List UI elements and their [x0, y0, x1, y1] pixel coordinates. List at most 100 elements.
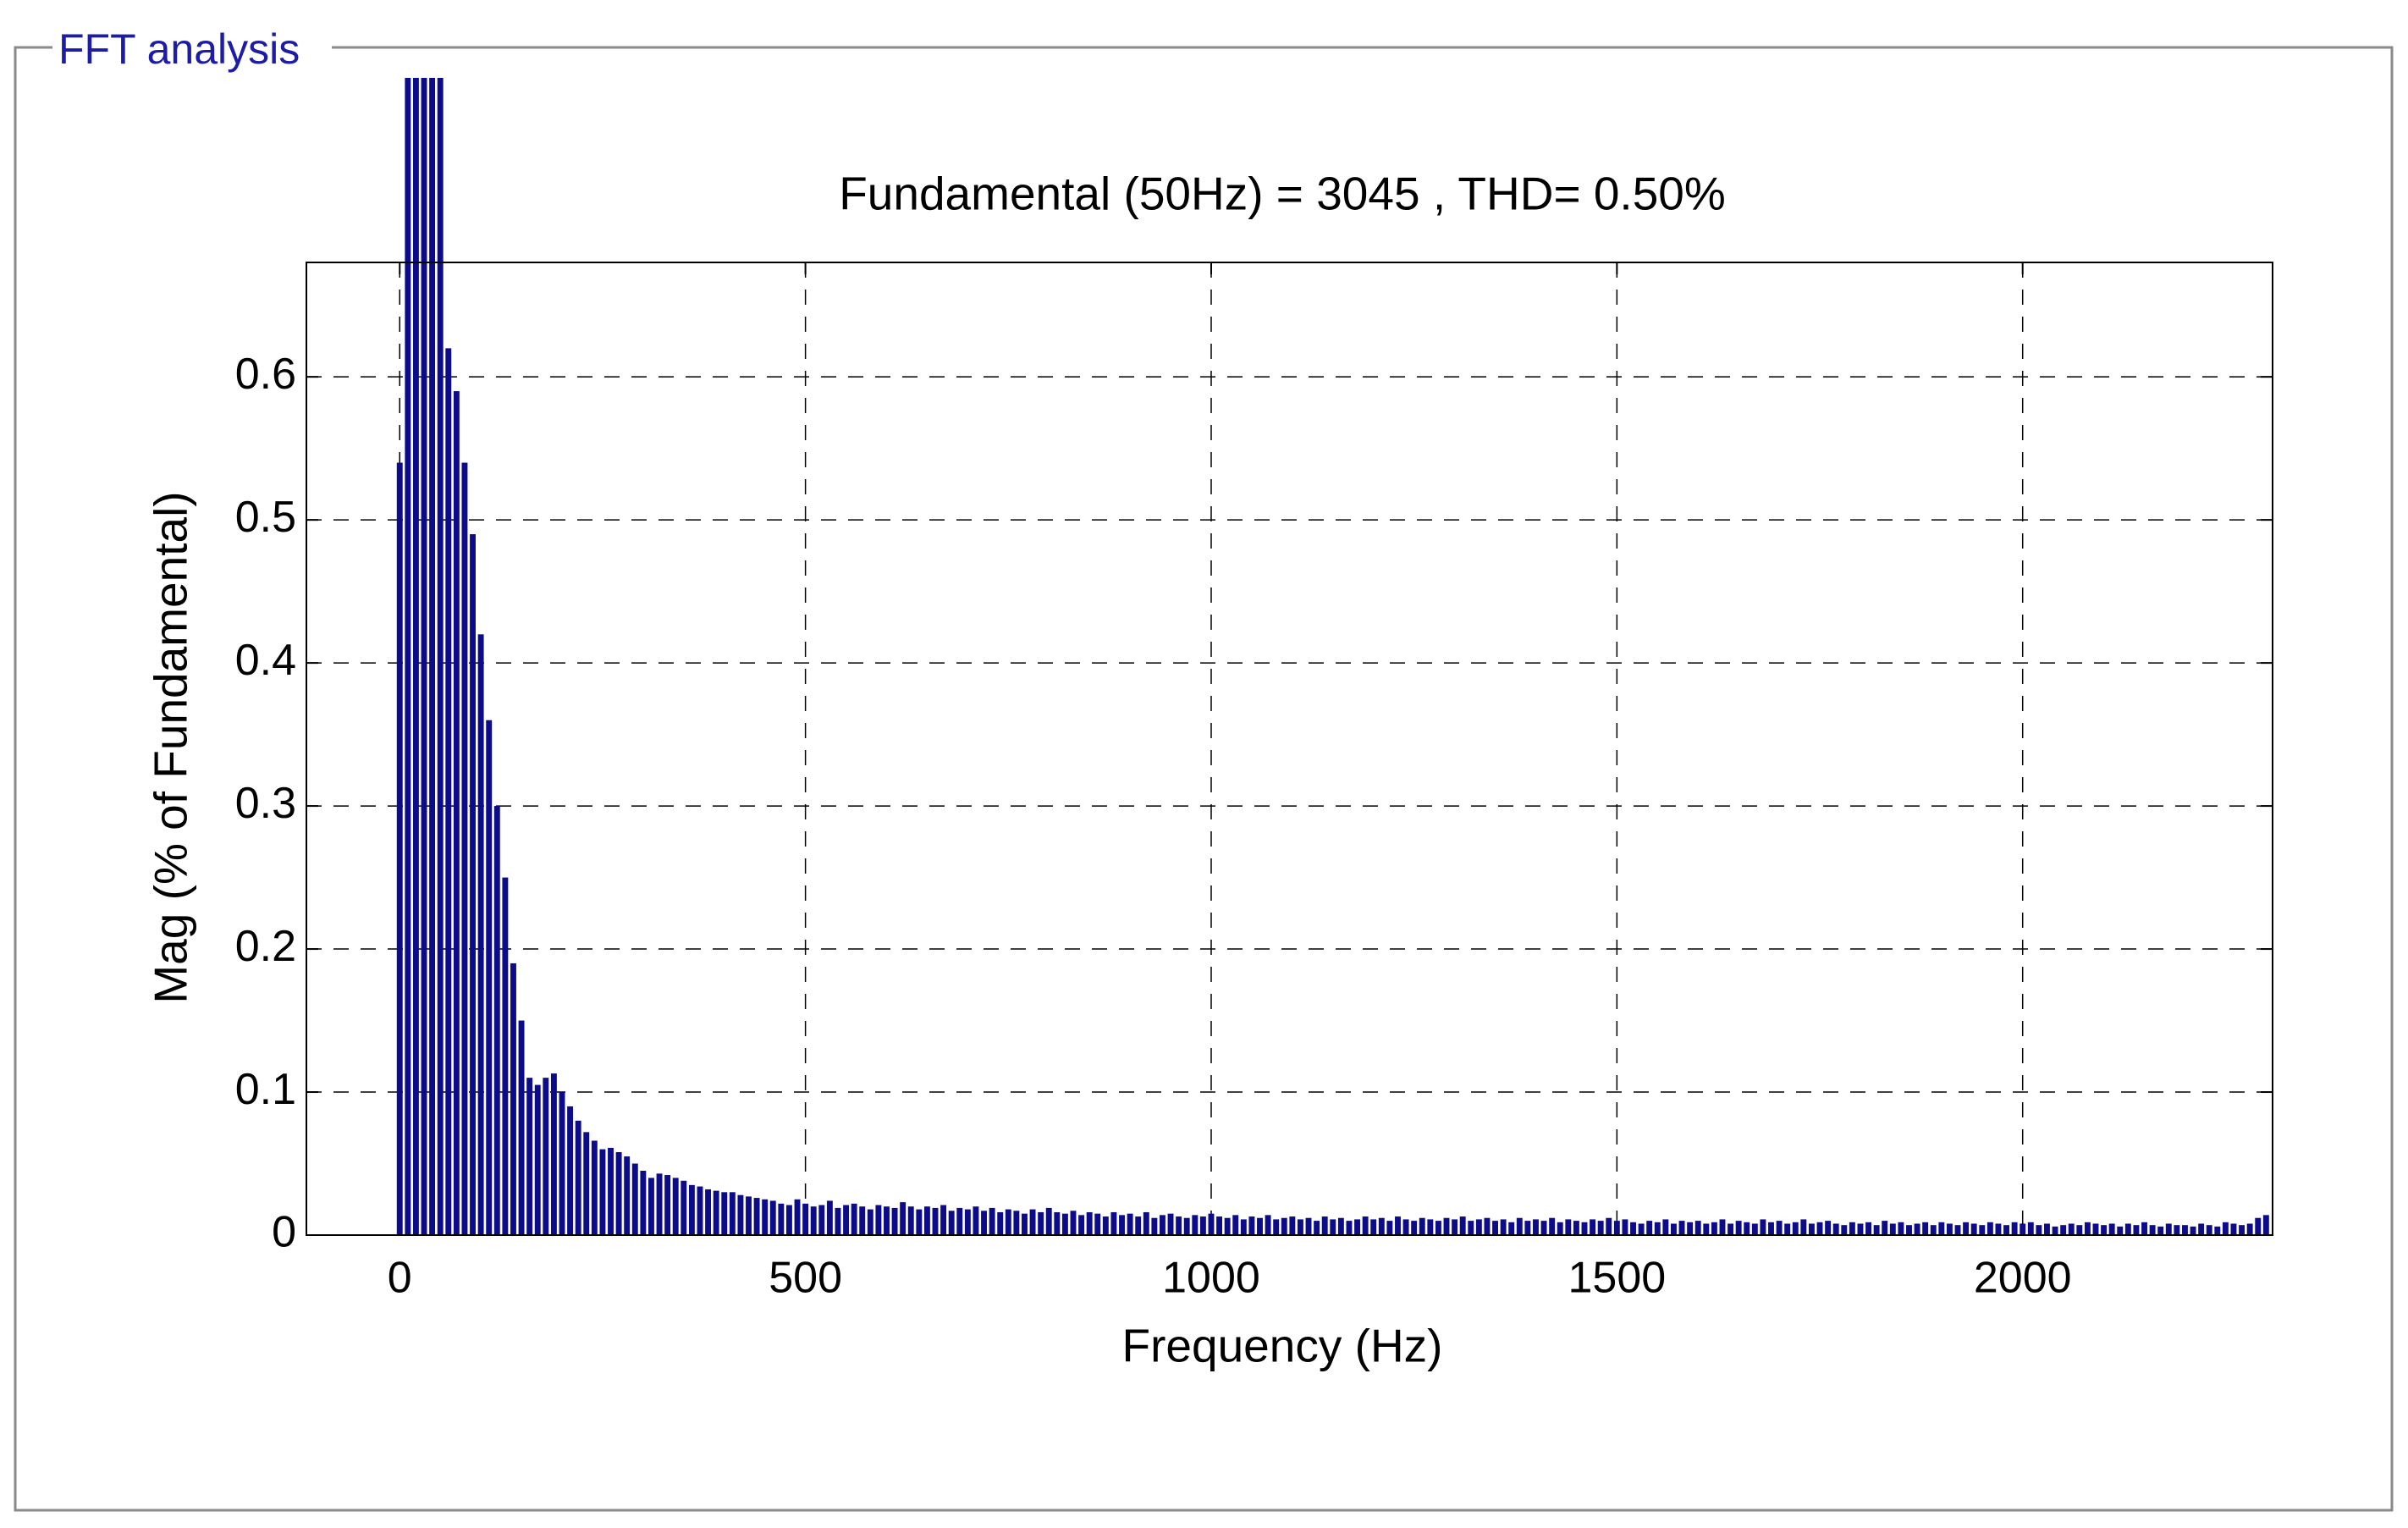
bar — [1606, 1217, 1612, 1235]
bar — [429, 78, 436, 1235]
y-tick-label: 0.6 — [235, 350, 296, 399]
bar — [2003, 1225, 2009, 1235]
bar — [2157, 1226, 2164, 1235]
bar — [1135, 1216, 1142, 1235]
bar — [1386, 1221, 1393, 1235]
bar — [1354, 1219, 1361, 1235]
bar — [1508, 1222, 1515, 1235]
bar — [940, 1205, 947, 1235]
bar — [891, 1207, 898, 1235]
bar — [591, 1140, 598, 1235]
bar — [2060, 1225, 2067, 1235]
bar — [1281, 1217, 1287, 1235]
bar — [989, 1207, 995, 1235]
bar — [2182, 1225, 2188, 1235]
bar — [1768, 1222, 1774, 1235]
bar — [2011, 1222, 2018, 1235]
bar — [2255, 1217, 2262, 1235]
bar — [1078, 1215, 1085, 1235]
bar — [867, 1209, 873, 1235]
bar — [575, 1120, 581, 1235]
y-tick-label: 0.5 — [235, 493, 296, 542]
bar — [1500, 1219, 1507, 1235]
bar — [1549, 1217, 1556, 1235]
bar — [396, 462, 403, 1235]
bar — [1005, 1209, 1011, 1235]
x-tick-label: 2000 — [1974, 1254, 2072, 1303]
bar — [762, 1199, 769, 1235]
labels: 0 0.1 0.2 0.3 0.4 0.5 0.6 0 500 1000 1500 2000 — [235, 350, 2072, 1303]
bar — [1110, 1211, 1117, 1235]
bar — [1816, 1222, 1823, 1235]
bar — [510, 963, 516, 1235]
bar — [608, 1147, 614, 1235]
bar — [1557, 1222, 1563, 1235]
bar — [421, 78, 427, 1235]
bar — [1760, 1219, 1766, 1235]
x-tick-label: 1000 — [1162, 1254, 1260, 1303]
bar — [1265, 1215, 1271, 1235]
bar — [2141, 1222, 2147, 1235]
bar — [1946, 1223, 1953, 1235]
bar — [1086, 1211, 1093, 1235]
bar — [1808, 1223, 1815, 1235]
bar — [2239, 1225, 2245, 1235]
bar — [843, 1205, 850, 1235]
bar — [2068, 1223, 2075, 1235]
bar — [648, 1178, 654, 1235]
bar — [1590, 1219, 1596, 1235]
bar — [875, 1205, 882, 1235]
bar — [2101, 1225, 2108, 1235]
bar — [1792, 1222, 1799, 1235]
bar — [1930, 1225, 1937, 1235]
bar — [2214, 1226, 2221, 1235]
y-tick-label: 0.4 — [235, 636, 296, 685]
panel-title: FFT analysis — [58, 25, 300, 73]
bar — [1314, 1221, 1320, 1235]
plot-area — [306, 262, 2273, 1235]
bar — [1346, 1221, 1353, 1235]
bar — [615, 1151, 622, 1235]
bar — [997, 1211, 1004, 1235]
bar — [1938, 1222, 1945, 1235]
bar — [1362, 1216, 1369, 1235]
panel-title-bg — [52, 25, 332, 73]
bar — [1435, 1221, 1441, 1235]
bar — [1321, 1216, 1328, 1235]
bar — [477, 634, 484, 1235]
bar — [412, 78, 419, 1235]
y-tick-label: 0 — [272, 1208, 296, 1257]
axes-box — [306, 262, 2273, 1236]
bar — [1199, 1216, 1206, 1235]
bar — [1273, 1219, 1280, 1235]
chart-title: Fundamental (50Hz) = 3045 , THD= 0.50% — [839, 168, 1726, 220]
bar — [1800, 1219, 1807, 1235]
bar — [956, 1207, 963, 1235]
bar — [1581, 1222, 1588, 1235]
bar — [1370, 1219, 1377, 1235]
bar — [2027, 1222, 2034, 1235]
bar — [1192, 1215, 1198, 1235]
bar — [981, 1211, 987, 1235]
bar — [2262, 1215, 2269, 1235]
bar — [2230, 1223, 2237, 1235]
bar — [534, 1084, 541, 1235]
y-tick-label: 0.3 — [235, 779, 296, 828]
bar — [721, 1192, 728, 1235]
bar — [697, 1186, 703, 1235]
bar — [1784, 1223, 1791, 1235]
bar — [1678, 1221, 1685, 1235]
bar — [1646, 1221, 1653, 1235]
bar — [1289, 1216, 1296, 1235]
bar — [973, 1206, 979, 1235]
bar — [1954, 1225, 1961, 1235]
bar — [486, 720, 493, 1235]
bar — [1711, 1222, 1717, 1235]
bar — [1776, 1221, 1783, 1235]
bar — [1970, 1223, 1977, 1235]
bar — [1622, 1219, 1628, 1235]
bar — [1305, 1217, 1312, 1235]
bar — [1751, 1223, 1758, 1235]
bar — [1094, 1213, 1101, 1235]
bar — [964, 1209, 971, 1235]
